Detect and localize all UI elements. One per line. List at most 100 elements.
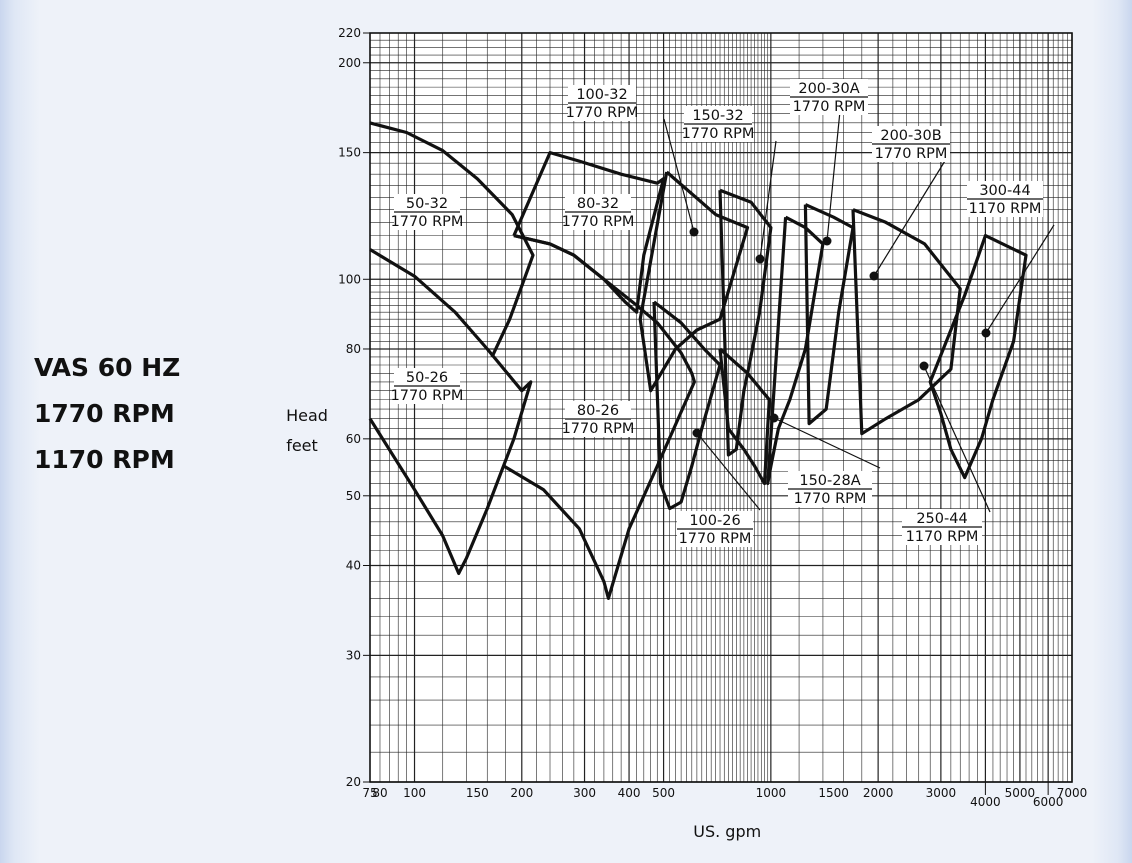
heading-line-3: 1170 RPM — [34, 445, 175, 474]
annotation-model: 300-44 — [979, 183, 1030, 199]
heading-line-1: VAS 60 HZ — [34, 353, 181, 382]
annotation-5: 100-32 1770 RPM — [566, 85, 699, 237]
annotation-3: 80-32 1770 RPM — [562, 194, 635, 230]
x-tick-label: 4000 — [970, 795, 1001, 809]
annotation-rpm: 1770 RPM — [391, 388, 464, 404]
y-tick-label: 20 — [346, 775, 361, 789]
annotation-model: 100-32 — [576, 87, 627, 103]
x-axis-label: US. gpm — [693, 822, 761, 841]
x-tick-label: 6000 — [1033, 795, 1064, 809]
annotation-rpm: 1770 RPM — [682, 126, 755, 142]
annotation-rpm: 1770 RPM — [562, 214, 635, 230]
series-line-2 — [368, 248, 533, 575]
leader-dot — [769, 413, 779, 423]
annotation-4: 80-26 1770 RPM — [562, 401, 635, 437]
plot-frame — [369, 32, 1073, 783]
series-line-5 — [638, 170, 750, 393]
x-tick-label: 80 — [372, 786, 387, 800]
x-tick-label: 2000 — [863, 786, 894, 800]
annotation-6: 150-32 1770 RPM — [682, 106, 777, 264]
annotation-model: 100-26 — [689, 513, 740, 529]
x-tick-label: 150 — [466, 786, 489, 800]
series-line-11 — [851, 208, 962, 436]
x-tick-label: 500 — [652, 786, 675, 800]
annotation-model: 50-26 — [406, 370, 448, 386]
x-tick-label: 7000 — [1057, 786, 1088, 800]
annotation-8: 200-30B 1770 RPM — [869, 126, 950, 281]
annotation-9: 300-44 1170 RPM — [967, 181, 1055, 338]
series-line-12 — [928, 234, 1028, 480]
series-line-8 — [718, 347, 771, 486]
chart-heading: VAS 60 HZ 1770 RPM 1170 RPM — [34, 345, 180, 483]
leader-line — [826, 110, 841, 242]
series-line-4 — [502, 234, 696, 600]
series-line-7 — [718, 188, 773, 457]
leader-line — [759, 140, 777, 260]
plot-area — [370, 33, 1072, 782]
annotation-rpm: 1770 RPM — [875, 146, 948, 162]
leader-line — [923, 365, 991, 513]
annotation-rpm: 1770 RPM — [391, 214, 464, 230]
annotation-model: 50-32 — [406, 196, 448, 212]
x-tick-label: 100 — [403, 786, 426, 800]
x-tick-label: 75 — [362, 786, 377, 800]
x-tick-label: 1500 — [818, 786, 849, 800]
leader-line — [696, 432, 761, 511]
annotation-model: 80-26 — [577, 403, 619, 419]
y-tick-label: 30 — [346, 648, 361, 662]
annotation-1: 50-32 1770 RPM — [391, 194, 464, 230]
x-tick-label: 300 — [573, 786, 596, 800]
annotation-12: 250-44 1170 RPM — [902, 361, 991, 545]
leader-dot — [869, 271, 879, 281]
y-tick-label: 200 — [338, 56, 361, 70]
leader-line — [873, 155, 949, 277]
y-tick-label: 60 — [346, 432, 361, 446]
series-group — [368, 121, 1028, 600]
x-tick-label: 3000 — [926, 786, 957, 800]
leader-line — [663, 118, 695, 233]
leader-line — [985, 224, 1055, 334]
leader-dot — [981, 328, 991, 338]
y-tick-label: 100 — [338, 272, 361, 286]
y-tick-label: 220 — [338, 26, 361, 40]
annotation-rpm: 1770 RPM — [794, 491, 867, 507]
series-line-9 — [803, 203, 855, 426]
x-tick-label: 1000 — [756, 786, 787, 800]
annotation-model: 150-28A — [799, 473, 860, 489]
annotation-rpm: 1170 RPM — [906, 529, 979, 545]
y-tick-label: 50 — [346, 489, 361, 503]
annotation-rpm: 1770 RPM — [566, 105, 639, 121]
x-tick-label: 400 — [618, 786, 641, 800]
annotation-10: 100-26 1770 RPM — [677, 428, 761, 547]
annotation-2: 50-26 1770 RPM — [391, 368, 464, 404]
annotation-model: 200-30B — [880, 128, 941, 144]
series-line-10 — [766, 215, 825, 486]
heading-line-2: 1770 RPM — [34, 399, 175, 428]
y-axis-label-line1: Head — [286, 406, 328, 425]
annotation-model: 80-32 — [577, 196, 619, 212]
annotation-rpm: 1770 RPM — [793, 99, 866, 115]
annotation-model: 250-44 — [916, 511, 967, 527]
y-tick-label: 80 — [346, 342, 361, 356]
y-tick-label: 40 — [346, 558, 361, 572]
series-line-1 — [369, 121, 535, 358]
x-tick-label: 200 — [510, 786, 533, 800]
y-tick-label: 150 — [338, 146, 361, 160]
annotation-7: 200-30A 1770 RPM — [790, 79, 868, 246]
leader-dot — [919, 361, 929, 371]
leader-dot — [822, 236, 832, 246]
leader-dot — [755, 254, 765, 264]
leader-line — [773, 417, 881, 469]
annotation-rpm: 1770 RPM — [679, 531, 752, 547]
y-axis-label-line2: feet — [286, 436, 318, 455]
leader-dot — [689, 227, 699, 237]
leader-dot — [692, 428, 702, 438]
annotation-rpm: 1770 RPM — [562, 421, 635, 437]
annotation-model: 150-32 — [692, 108, 743, 124]
series-line-6 — [652, 300, 722, 511]
annotation-model: 200-30A — [798, 81, 859, 97]
annotation-11: 150-28A 1770 RPM — [769, 413, 881, 507]
annotation-rpm: 1170 RPM — [969, 201, 1042, 217]
